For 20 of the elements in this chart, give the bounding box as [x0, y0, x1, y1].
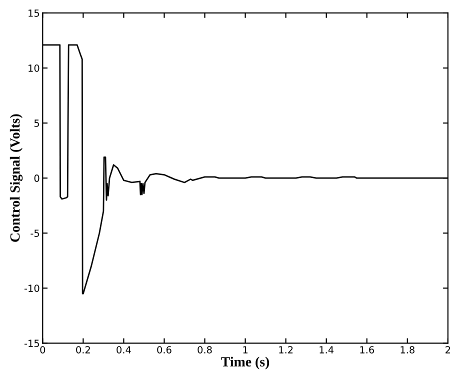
- x-tick-label: 1.4: [320, 346, 334, 354]
- x-tick-label: 1.8: [400, 346, 414, 354]
- x-tick-label: 0.8: [198, 346, 212, 354]
- y-axis-title: Control Signal (Volts): [10, 114, 23, 242]
- x-tick-label: 0.4: [116, 346, 131, 354]
- x-tick-label: 1.6: [360, 346, 374, 354]
- y-tick-label: 0: [34, 174, 40, 182]
- x-tick-label: 0: [40, 346, 46, 354]
- x-tick-label: 2: [446, 346, 450, 354]
- y-tick-label: 15: [28, 10, 40, 17]
- y-tick-label: 5: [34, 120, 40, 127]
- x-axis-title: Time (s): [221, 356, 270, 370]
- x-tick-label: 1: [243, 346, 248, 354]
- x-tick-label: 1.2: [279, 346, 293, 354]
- x-tick-label: 0.2: [76, 346, 90, 354]
- x-tick-label: 0.6: [157, 346, 172, 354]
- y-tick-label: -15: [24, 340, 40, 348]
- y-tick-label: -5: [30, 230, 40, 237]
- y-tick-label: -10: [24, 284, 40, 292]
- y-tick-label: 10: [28, 64, 40, 72]
